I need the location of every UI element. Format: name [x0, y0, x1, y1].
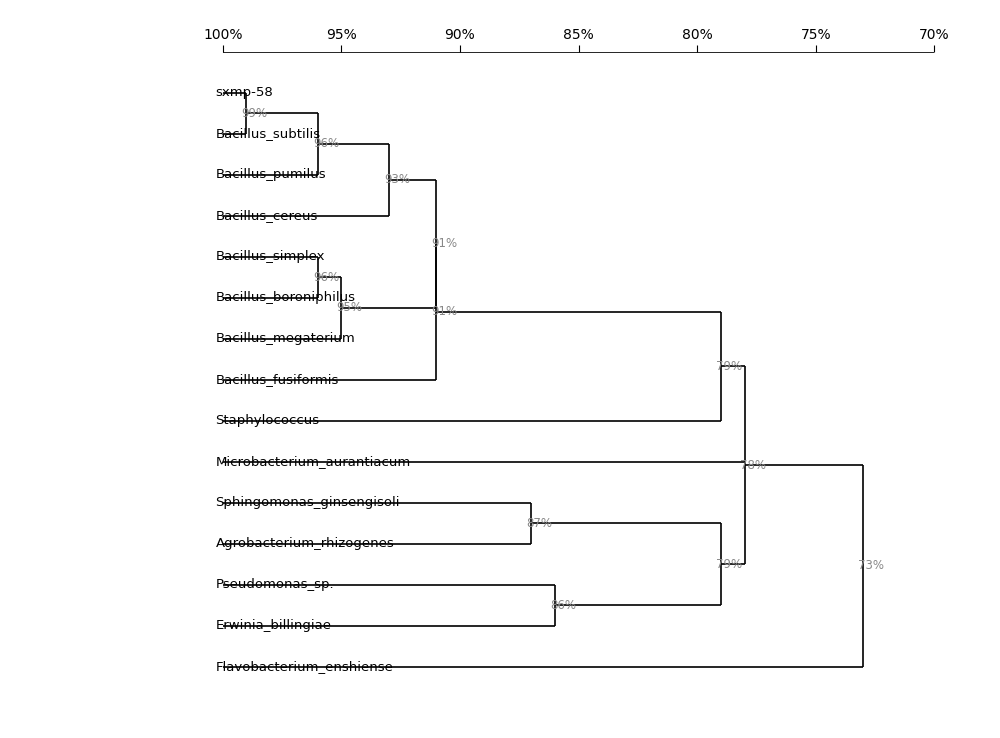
Text: Bacillus_megaterium: Bacillus_megaterium [216, 332, 355, 345]
Text: Staphylococcus: Staphylococcus [216, 414, 320, 427]
Text: 86%: 86% [550, 599, 576, 612]
Text: Microbacterium_aurantiacum: Microbacterium_aurantiacum [216, 455, 411, 468]
Text: 93%: 93% [384, 173, 410, 186]
Text: 91%: 91% [431, 238, 458, 250]
Text: 79%: 79% [716, 558, 742, 570]
Text: Agrobacterium_rhizogenes: Agrobacterium_rhizogenes [216, 537, 394, 550]
Text: Pseudomonas_sp.: Pseudomonas_sp. [216, 578, 334, 591]
Text: 99%: 99% [242, 107, 268, 120]
Text: Bacillus_simplex: Bacillus_simplex [216, 250, 325, 263]
Text: 87%: 87% [526, 517, 552, 530]
Text: 78%: 78% [740, 459, 766, 472]
Text: 95%: 95% [337, 301, 363, 314]
Text: 91%: 91% [431, 306, 458, 318]
Text: Sphingomonas_ginsengisoli: Sphingomonas_ginsengisoli [216, 496, 400, 509]
Text: Flavobacterium_enshiense: Flavobacterium_enshiense [216, 661, 393, 673]
Text: sxmp-58: sxmp-58 [216, 86, 273, 99]
Text: Erwinia_billingiae: Erwinia_billingiae [216, 619, 332, 632]
Text: Bacillus_subtilis: Bacillus_subtilis [216, 127, 321, 140]
Text: Bacillus_fusiformis: Bacillus_fusiformis [216, 373, 339, 386]
Text: 96%: 96% [313, 271, 339, 283]
Text: Bacillus_pumilus: Bacillus_pumilus [216, 168, 326, 181]
Text: 73%: 73% [858, 559, 884, 573]
Text: Bacillus_cereus: Bacillus_cereus [216, 209, 318, 222]
Text: 96%: 96% [313, 137, 339, 151]
Text: 79%: 79% [716, 359, 742, 373]
Text: Bacillus_boroniphilus: Bacillus_boroniphilus [216, 292, 356, 304]
